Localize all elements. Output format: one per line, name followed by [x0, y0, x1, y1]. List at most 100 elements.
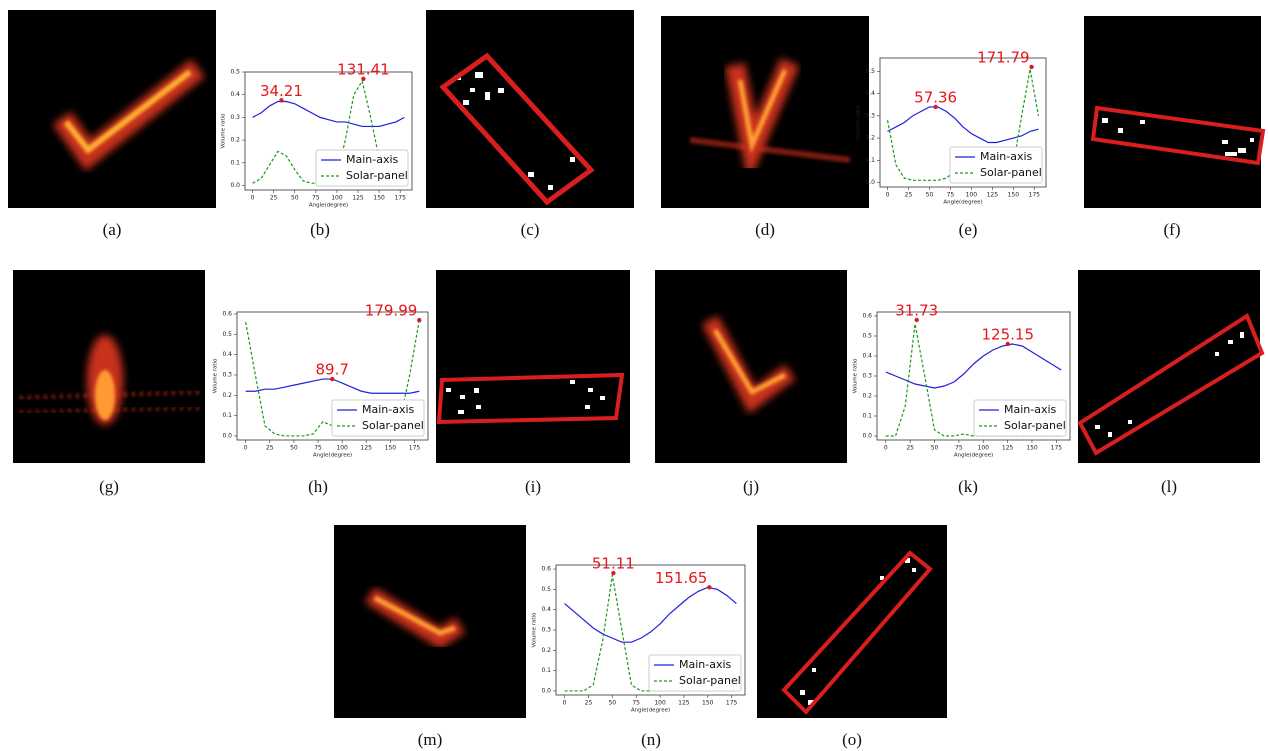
x-tick-label: 75: [312, 195, 320, 202]
panel-caption: (f): [1164, 220, 1181, 239]
x-tick-label: 175: [409, 445, 421, 452]
peak-label: 151.65: [655, 569, 708, 587]
y-tick-label: 0.1: [222, 412, 232, 419]
legend-box: [331, 399, 425, 437]
x-tick-label: 75: [632, 700, 640, 707]
x-tick-label: 150: [385, 445, 397, 452]
peak-label: 51.11: [592, 555, 635, 573]
x-tick-label: 0: [244, 445, 248, 452]
peak-label: 131.41: [337, 60, 390, 78]
legend-label: Main-axis: [980, 150, 1033, 163]
panel-caption: (k): [958, 477, 978, 496]
y-tick-label: 0.6: [541, 566, 551, 573]
x-axis-label: Angle(degree): [631, 708, 670, 714]
legend-label: Solar-panel: [980, 166, 1042, 179]
y-tick-label: 0.0: [230, 182, 240, 189]
peak-label: 179.99: [365, 302, 418, 320]
y-tick-label: 0.3: [862, 373, 872, 380]
peak-label: 171.79: [977, 48, 1030, 66]
x-tick-label: 175: [726, 700, 738, 707]
x-tick-label: 175: [394, 195, 406, 202]
y-axis-label: Volume ratio: [213, 358, 219, 394]
x-tick-label: 50: [291, 195, 299, 202]
y-axis-label: Volume ratio: [532, 612, 538, 648]
x-tick-label: 125: [987, 192, 999, 199]
x-tick-label: 0: [886, 192, 890, 199]
y-tick-label: 0.3: [222, 371, 232, 378]
legend-label: Main-axis: [1004, 403, 1057, 416]
series-line: [252, 100, 405, 128]
y-tick-label: 0.5: [541, 586, 551, 593]
x-axis-label: Angle(degree): [943, 200, 982, 206]
panel-caption: (g): [99, 477, 119, 496]
x-tick-label: 150: [373, 195, 385, 202]
y-axis-label: Volume ratio: [856, 104, 862, 140]
series-line: [252, 79, 380, 184]
y-tick-label: 0.1: [230, 159, 240, 166]
legend-label: Main-axis: [346, 153, 399, 166]
y-tick-label: 0.5: [230, 69, 240, 76]
x-axis-label: Angle(degree): [954, 453, 993, 459]
peak-label: 125.15: [982, 326, 1035, 344]
y-tick-label: 0.2: [222, 392, 232, 399]
x-axis-label: Angle(degree): [313, 453, 352, 459]
panel-caption: (a): [103, 220, 122, 239]
x-tick-label: 0: [251, 195, 255, 202]
panel-caption: (h): [308, 477, 328, 496]
x-tick-label: 150: [702, 700, 714, 707]
y-tick-label: 0.2: [865, 135, 875, 142]
x-tick-label: 175: [1029, 192, 1041, 199]
panel-caption: (n): [641, 730, 661, 749]
y-tick-label: 0.2: [541, 647, 551, 654]
y-tick-label: 0.0: [222, 432, 232, 439]
panel-caption: (o): [842, 730, 862, 749]
y-tick-label: 0.4: [862, 353, 872, 360]
x-tick-label: 150: [1008, 192, 1020, 199]
series-line: [887, 106, 1039, 144]
y-tick-label: 0.1: [865, 157, 875, 164]
peak-marker: [611, 570, 616, 576]
heatmap-j: [655, 270, 847, 463]
y-tick-label: 0.0: [862, 433, 872, 440]
x-tick-label: 125: [1002, 445, 1014, 452]
x-tick-label: 25: [585, 700, 593, 707]
heatmap-d: [661, 16, 869, 208]
panel-caption: (l): [1161, 477, 1177, 496]
x-tick-label: 75: [314, 445, 322, 452]
y-tick-label: 0.2: [230, 137, 240, 144]
legend-label: Solar-panel: [346, 169, 408, 182]
panel-caption: (b): [310, 220, 330, 239]
panel-caption: (e): [959, 220, 978, 239]
binary-f: [1084, 16, 1266, 208]
peak-label: 34.21: [260, 82, 303, 100]
panel-caption: (i): [525, 477, 541, 496]
x-tick-label: 125: [361, 445, 373, 452]
y-tick-label: 0.6: [222, 311, 232, 318]
y-axis-label: Volume ratio: [221, 113, 227, 149]
y-tick-label: 0.1: [541, 667, 551, 674]
y-tick-label: 0.4: [865, 90, 875, 97]
legend-box: [315, 149, 409, 187]
x-tick-label: 100: [654, 700, 666, 707]
x-tick-label: 125: [352, 195, 364, 202]
x-tick-label: 25: [905, 192, 913, 199]
legend-label: Solar-panel: [1004, 419, 1066, 432]
binary-c: [426, 10, 634, 208]
y-tick-label: 0.5: [222, 331, 232, 338]
x-tick-label: 50: [931, 445, 939, 452]
x-tick-label: 50: [926, 192, 934, 199]
legend-label: Main-axis: [362, 403, 415, 416]
peak-marker: [330, 376, 335, 382]
legend-label: Solar-panel: [362, 419, 424, 432]
heatmap-g: [13, 270, 205, 463]
legend-box: [973, 399, 1067, 437]
peak-label: 31.73: [895, 302, 938, 320]
peak-label: 89.7: [316, 361, 349, 379]
peak-marker: [1005, 341, 1010, 347]
legend-box: [648, 654, 742, 692]
series-line: [885, 343, 1062, 389]
x-tick-label: 25: [266, 445, 274, 452]
y-tick-label: 0.4: [541, 606, 551, 613]
y-tick-label: 0.5: [865, 68, 875, 75]
